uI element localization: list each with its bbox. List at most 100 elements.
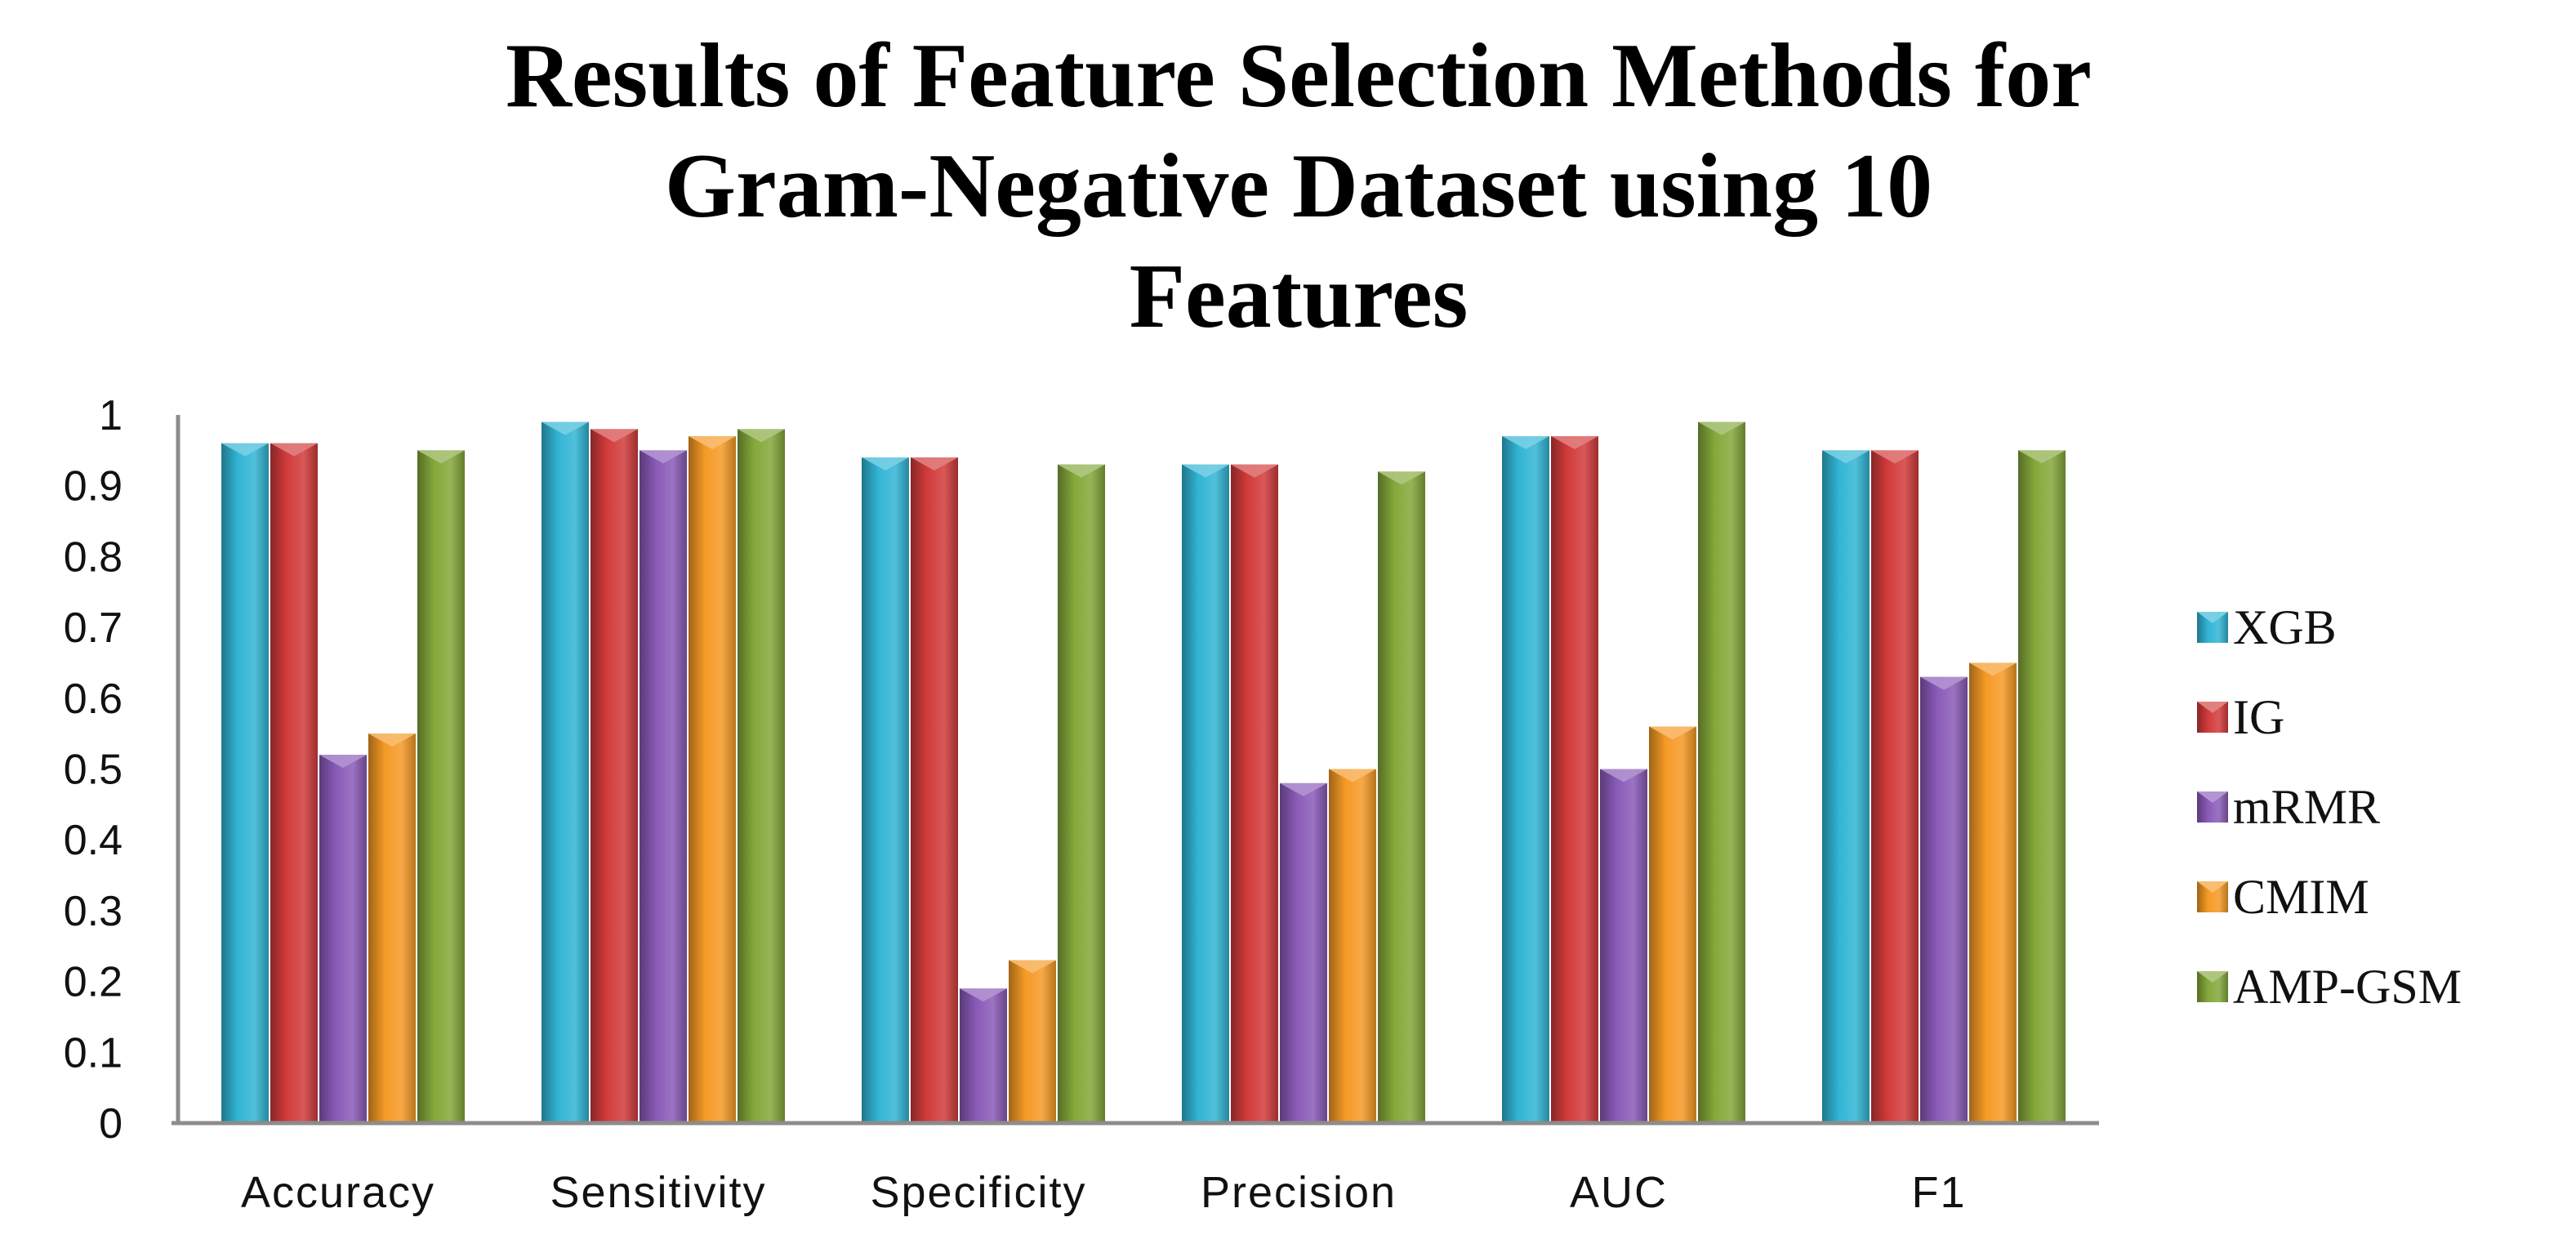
bar-cap — [1551, 436, 1598, 450]
bar-cap — [911, 457, 958, 471]
bar-group-f1 — [1822, 450, 2066, 1123]
x-tick-label: AUC — [1570, 1168, 1668, 1217]
y-tick-label: 0.8 — [64, 533, 123, 581]
x-tick-label: Specificity — [870, 1168, 1086, 1217]
bar-mrmr-accuracy — [319, 755, 367, 1123]
bar-cap — [1378, 471, 1425, 485]
bar-cap — [1822, 450, 1870, 464]
bar-mrmr-f1 — [1920, 676, 1968, 1123]
bar-cap — [1969, 662, 2017, 676]
bar-cap — [1698, 421, 1745, 435]
chart-title-line-3: Features — [1130, 246, 1468, 347]
bar-xgb-accuracy — [221, 443, 269, 1123]
x-tick-label: F1 — [1911, 1168, 1966, 1217]
bar-xgb-sensitivity — [541, 421, 589, 1123]
bar-cmim-precision — [1329, 769, 1376, 1123]
legend-label: mRMR — [2233, 780, 2380, 834]
legend-item-ig: IG — [2197, 690, 2284, 744]
bar-cap — [1329, 769, 1376, 782]
bar-cap — [270, 443, 318, 457]
x-tick-label: Sensitivity — [550, 1168, 766, 1217]
y-tick-label: 0.9 — [64, 463, 123, 510]
bar-ig-specificity — [911, 457, 958, 1123]
bar-group-auc — [1502, 421, 1745, 1123]
bar-mrmr-auc — [1600, 769, 1647, 1123]
legend-swatch-cap — [2197, 971, 2228, 983]
bar-ig-precision — [1231, 464, 1278, 1123]
bar-amp-gsm-accuracy — [417, 450, 465, 1123]
y-tick-label: 0 — [99, 1100, 123, 1148]
bar-cap — [960, 988, 1007, 1002]
bar-xgb-precision — [1182, 464, 1229, 1123]
bar-amp-gsm-precision — [1378, 471, 1425, 1123]
bar-cap — [1600, 769, 1647, 782]
legend-item-xgb: XGB — [2197, 600, 2337, 654]
bar-amp-gsm-sensitivity — [738, 429, 785, 1123]
bar-cmim-sensitivity — [689, 436, 736, 1123]
bar-cap — [1058, 464, 1105, 478]
x-tick-label: Accuracy — [241, 1168, 435, 1217]
bar-group-sensitivity — [541, 421, 785, 1123]
x-axis-tick-labels: Accuracy Sensitivity Specificity Precision A… — [241, 1168, 1966, 1217]
chart-title-line-2: Gram-Negative Dataset using 10 — [665, 136, 1932, 237]
bar-cap — [738, 429, 785, 443]
y-tick-label: 0.6 — [64, 675, 123, 723]
bar-cap — [1871, 450, 1919, 464]
bar-cap — [368, 733, 416, 747]
bar-cap — [221, 443, 269, 457]
bar-cmim-specificity — [1009, 960, 1056, 1123]
bar-group-specificity — [862, 457, 1105, 1123]
legend-label: AMP-GSM — [2233, 960, 2462, 1014]
legend-swatch-cap — [2197, 791, 2228, 803]
legend-swatch-cap — [2197, 702, 2228, 713]
legend-swatch-cap — [2197, 881, 2228, 893]
bar-cap — [1280, 782, 1327, 796]
bar-group-accuracy — [221, 443, 465, 1123]
bar-cap — [689, 436, 736, 450]
bar-cmim-accuracy — [368, 733, 416, 1123]
bar-cap — [640, 450, 687, 464]
bar-ig-auc — [1551, 436, 1598, 1123]
bar-amp-gsm-auc — [1698, 421, 1745, 1123]
x-tick-label: Precision — [1201, 1168, 1397, 1217]
bar-mrmr-specificity — [960, 988, 1007, 1123]
legend-item-amp-gsm: AMP-GSM — [2197, 960, 2462, 1014]
legend-swatch-cap — [2197, 612, 2228, 623]
y-tick-label: 0.2 — [64, 959, 123, 1006]
bar-cmim-auc — [1649, 726, 1696, 1123]
bar-cap — [541, 421, 589, 435]
bar-ig-f1 — [1871, 450, 1919, 1123]
bar-xgb-f1 — [1822, 450, 1870, 1123]
bar-ig-sensitivity — [591, 429, 638, 1123]
legend: XGB IG mRMR CMIM AMP-GSM — [2197, 600, 2462, 1014]
bars-group — [221, 421, 2066, 1123]
y-tick-label: 0.3 — [64, 888, 123, 935]
y-tick-label: 0.1 — [64, 1029, 123, 1077]
y-tick-label: 1 — [99, 392, 123, 439]
bar-cap — [417, 450, 465, 464]
bar-cap — [1009, 960, 1056, 974]
y-tick-label: 0.4 — [64, 817, 123, 864]
bar-xgb-auc — [1502, 436, 1549, 1123]
chart-title: Results of Feature Selection Methods for… — [506, 25, 2092, 347]
y-tick-label: 0.7 — [64, 604, 123, 652]
legend-item-cmim: CMIM — [2197, 870, 2369, 924]
bar-cap — [1231, 464, 1278, 478]
bar-cmim-f1 — [1969, 662, 2017, 1123]
bar-cap — [2018, 450, 2066, 464]
chart-title-line-1: Results of Feature Selection Methods for — [506, 25, 2092, 127]
bar-cap — [319, 755, 367, 769]
bar-cap — [1920, 676, 1968, 690]
bar-xgb-specificity — [862, 457, 909, 1123]
bar-cap — [591, 429, 638, 443]
bar-cap — [1649, 726, 1696, 740]
bar-cap — [862, 457, 909, 471]
legend-item-mrmr: mRMR — [2197, 780, 2380, 834]
y-tick-label: 0.5 — [64, 747, 123, 794]
legend-label: XGB — [2233, 600, 2337, 654]
legend-label: CMIM — [2233, 870, 2369, 924]
bar-ig-accuracy — [270, 443, 318, 1123]
bar-amp-gsm-specificity — [1058, 464, 1105, 1123]
bar-cap — [1502, 436, 1549, 450]
